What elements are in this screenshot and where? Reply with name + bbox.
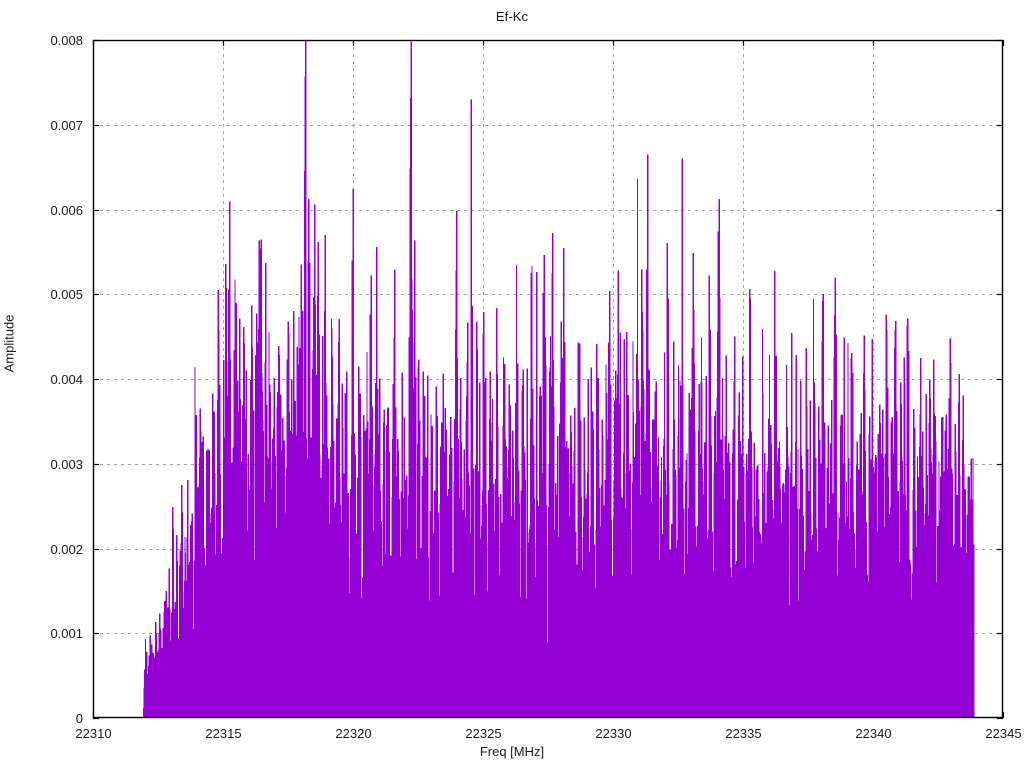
svg-text:0.003: 0.003 <box>50 457 83 472</box>
chart-title: Ef-Kc <box>495 9 529 24</box>
svg-text:0.002: 0.002 <box>50 542 83 557</box>
svg-text:22330: 22330 <box>595 726 631 741</box>
tick-labels: 0 0.001 0.002 0.003 0.004 0.005 0.006 0.007 0.00… <box>50 33 1021 741</box>
svg-text:0.008: 0.008 <box>50 33 83 48</box>
svg-text:0.004: 0.004 <box>50 372 83 387</box>
svg-text:22310: 22310 <box>75 726 111 741</box>
svg-text:22340: 22340 <box>855 726 891 741</box>
svg-text:22315: 22315 <box>205 726 241 741</box>
svg-text:22345: 22345 <box>985 726 1021 741</box>
svg-text:0.007: 0.007 <box>50 118 83 133</box>
svg-text:0.006: 0.006 <box>50 203 83 218</box>
data-series-impulses <box>143 40 975 718</box>
svg-text:22320: 22320 <box>335 726 371 741</box>
svg-text:0.001: 0.001 <box>50 626 83 641</box>
svg-text:22335: 22335 <box>725 726 761 741</box>
plot-border <box>92 39 1004 719</box>
svg-text:0.005: 0.005 <box>50 287 83 302</box>
svg-text:22325: 22325 <box>465 726 501 741</box>
svg-text:0: 0 <box>76 711 83 726</box>
x-axis-label: Freq [MHz] <box>479 744 545 759</box>
